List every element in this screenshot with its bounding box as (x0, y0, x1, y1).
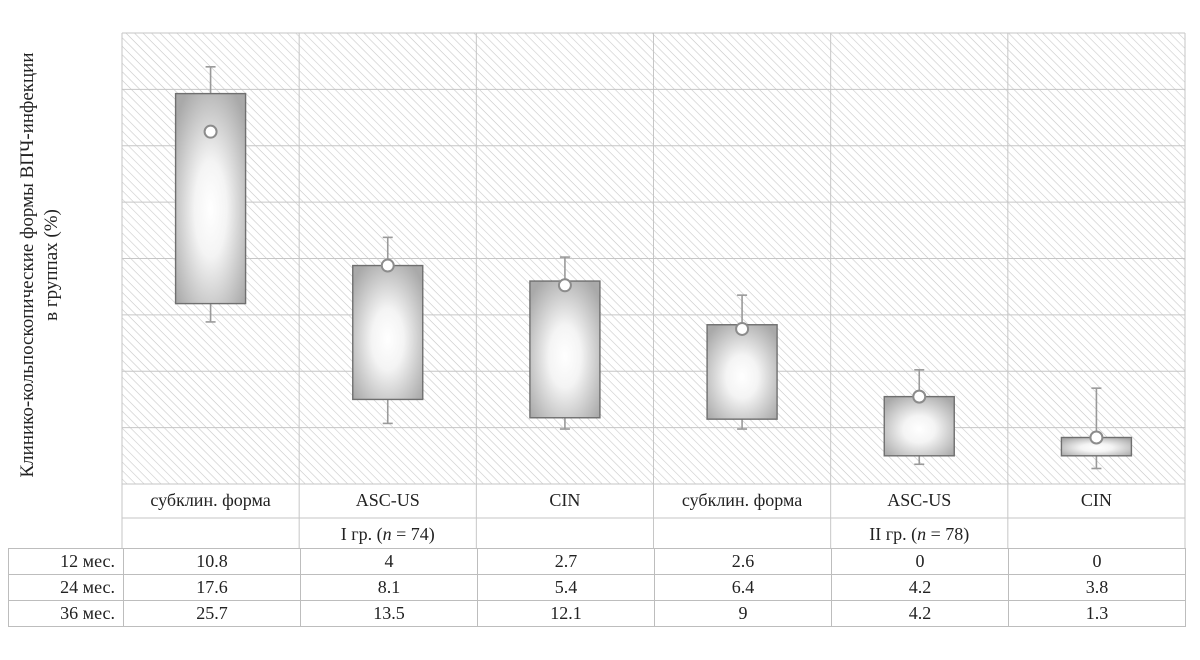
group-label-prefix: I гр. ( (341, 524, 383, 545)
median-marker (735, 321, 750, 336)
table-cell: 4 (300, 548, 478, 575)
median-marker (1089, 430, 1104, 445)
table-row: 36 мес. 25.7 13.5 12.1 9 4.2 1.3 (8, 600, 1186, 627)
row-header: 12 мес. (8, 548, 124, 575)
group-label-n: n (383, 524, 392, 544)
x-tick-label: CIN (549, 490, 580, 510)
group-label-n: n (917, 524, 926, 544)
table-cell: 1.3 (1008, 600, 1186, 627)
box-6 (1060, 387, 1133, 470)
table-row: 12 мес. 10.8 4 2.7 2.6 0 0 (8, 548, 1186, 575)
table-cell: 2.7 (477, 548, 655, 575)
boxes (174, 66, 1133, 470)
table-cell: 12.1 (477, 600, 655, 627)
box-3 (529, 256, 601, 430)
box-1 (174, 66, 247, 323)
box-5 (883, 369, 955, 466)
box-2 (352, 236, 424, 425)
x-tick-label: ASC-US (356, 490, 420, 510)
row-header: 24 мес. (8, 574, 124, 601)
group-label-suffix: = 74) (392, 524, 435, 545)
table-cell: 3.8 (1008, 574, 1186, 601)
row-header: 36 мес. (8, 600, 124, 627)
table-cell: 25.7 (123, 600, 301, 627)
median-marker (203, 124, 218, 139)
table-row: 24 мес. 17.6 8.1 5.4 6.4 4.2 3.8 (8, 574, 1186, 601)
box-rect (706, 324, 778, 420)
group-label-prefix: II гр. ( (869, 524, 917, 545)
box-rect (529, 280, 601, 419)
x-tick-label: CIN (1081, 490, 1112, 510)
box-rect (883, 395, 955, 457)
table-cell: 2.6 (654, 548, 832, 575)
table-cell: 17.6 (123, 574, 301, 601)
median-marker (557, 278, 572, 293)
median-marker (380, 258, 395, 273)
table-cell: 4.2 (831, 600, 1009, 627)
group-label-2: II гр. (n = 78) (869, 524, 969, 545)
x-labels: субклин. форма ASC-US CIN субклин. форма ASC… (122, 490, 1185, 545)
x-tick-label: субклин. форма (682, 490, 802, 510)
box-rect (352, 264, 424, 401)
table-cell: 6.4 (654, 574, 832, 601)
box-4 (706, 294, 778, 430)
data-table: 12 мес. 10.8 4 2.7 2.6 0 0 24 мес. 17.6 8.1 5.4 6.4… (8, 548, 1186, 627)
box-plot: субклин. форма ASC-US CIN субклин. форма ASC… (121, 32, 1186, 548)
median-marker (912, 389, 927, 404)
table-cell: 8.1 (300, 574, 478, 601)
group-label-1: I гр. (n = 74) (341, 524, 435, 545)
table-cell: 0 (831, 548, 1009, 575)
table-cell: 0 (1008, 548, 1186, 575)
x-tick-label: субклин. форма (150, 490, 270, 510)
table-cell: 5.4 (477, 574, 655, 601)
table-cell: 4.2 (831, 574, 1009, 601)
table-cell: 13.5 (300, 600, 478, 627)
table-cell: 9 (654, 600, 832, 627)
x-tick-label: ASC-US (887, 490, 951, 510)
table-cell: 10.8 (123, 548, 301, 575)
group-label-suffix: = 78) (926, 524, 969, 545)
gridlines (121, 32, 1186, 548)
